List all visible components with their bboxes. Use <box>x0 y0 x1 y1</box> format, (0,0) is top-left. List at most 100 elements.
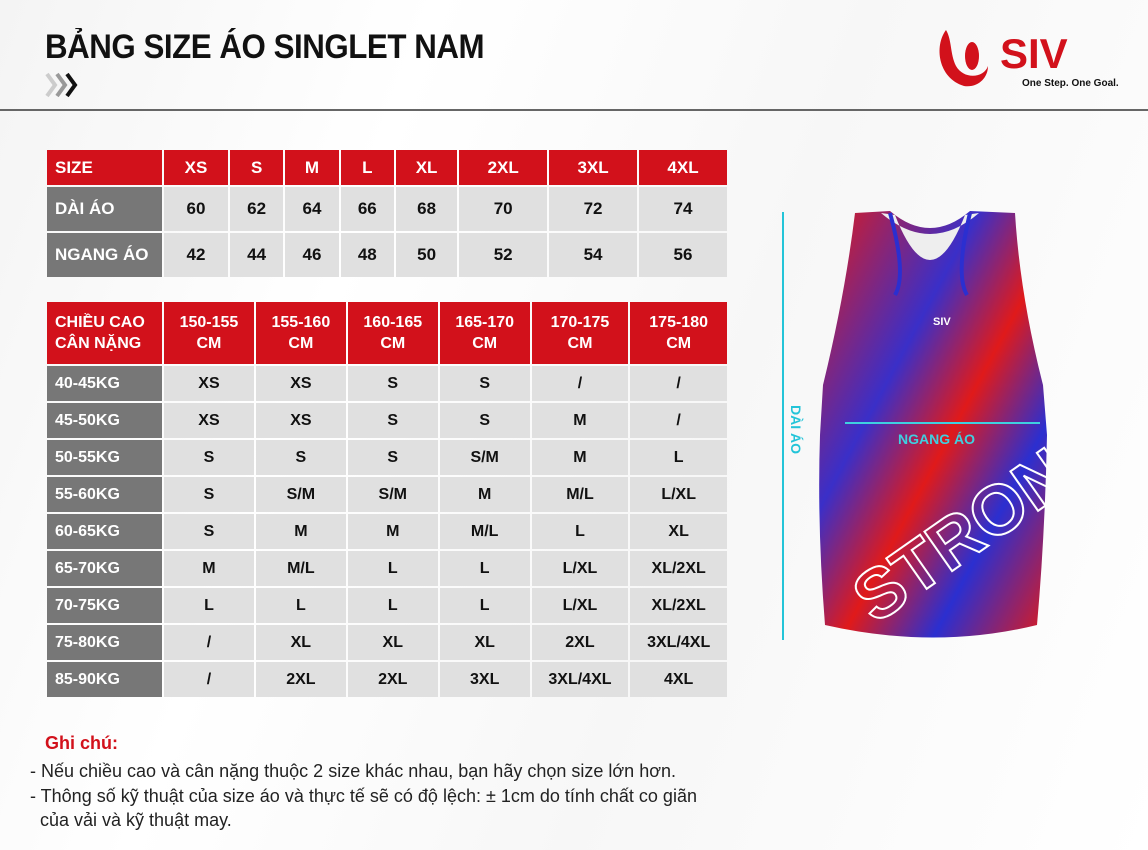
cell: L/XL <box>630 477 727 512</box>
cell: S/M <box>439 440 530 475</box>
weight-header: 55-60KG <box>47 477 162 512</box>
note-line: - Nếu chiều cao và cân nặng thuộc 2 size… <box>30 761 677 781</box>
table-row: 75-80KG / XL XL XL 2XL 3XL/4XL <box>47 625 727 660</box>
cell: S <box>347 366 438 401</box>
cell: 72 <box>549 187 638 231</box>
cell: 50 <box>395 233 458 277</box>
shirt-print: SIV <box>933 316 951 328</box>
cell: 46 <box>285 233 339 277</box>
cell: 4XL <box>630 662 727 697</box>
height-label: CHIỀU CAO <box>55 314 145 331</box>
singlet-image: SIV STRONG <box>819 211 1050 638</box>
table-row: DÀI ÁO 60 62 64 66 68 70 72 74 <box>47 187 727 231</box>
weight-header: 60-65KG <box>47 514 162 549</box>
height-unit: CM <box>666 335 692 352</box>
cell: 62 <box>229 187 284 231</box>
height-header: 150-155 CM <box>164 302 254 364</box>
header-divider <box>0 109 1148 111</box>
cell: M <box>164 551 254 586</box>
row-header: DÀI ÁO <box>47 187 162 231</box>
height-unit: CM <box>196 335 222 352</box>
height-header: 175-180 CM <box>630 302 727 364</box>
cell: XS <box>164 366 254 401</box>
weight-header: 65-70KG <box>47 551 162 586</box>
table-row: 70-75KG L L L L L/XL XL/2XL <box>47 588 727 623</box>
cell: / <box>531 366 629 401</box>
cell: XL/2XL <box>630 551 727 586</box>
cell: 2XL <box>531 625 629 660</box>
height-range: 150-155 <box>179 314 239 331</box>
cell: 3XL/4XL <box>531 662 629 697</box>
table-row: 45-50KG XS XS S S M / <box>47 403 727 438</box>
cell: M/L <box>255 551 346 586</box>
height-range: 175-180 <box>649 314 708 331</box>
chevrons-icon <box>45 72 78 98</box>
weight-header: 75-80KG <box>47 625 162 660</box>
cell: L <box>164 588 254 623</box>
cell: M <box>439 477 530 512</box>
cell: XL <box>630 514 727 549</box>
cell: S/M <box>255 477 346 512</box>
height-unit: CM <box>567 335 593 352</box>
table-row: 40-45KG XS XS S S / / <box>47 366 727 401</box>
height-header: 160-165 CM <box>347 302 438 364</box>
header-cell: M <box>285 150 339 185</box>
header-cell: 4XL <box>639 150 727 185</box>
cell: 52 <box>459 233 548 277</box>
svg-text:SIV: SIV <box>1000 30 1068 77</box>
cell: S/M <box>347 477 438 512</box>
cell: 2XL <box>255 662 346 697</box>
height-unit: CM <box>380 335 406 352</box>
cell: S <box>255 440 346 475</box>
header-cell: 2XL <box>459 150 548 185</box>
header-cell: XS <box>164 150 228 185</box>
table-header-row: SIZE XS S M L XL 2XL 3XL 4XL <box>47 150 727 185</box>
cell: 3XL <box>439 662 530 697</box>
cell: S <box>164 477 254 512</box>
cell: L <box>347 551 438 586</box>
cell: 74 <box>639 187 727 231</box>
weight-label: CÂN NẶNG <box>55 335 142 352</box>
length-label: DÀI ÁO <box>788 405 804 454</box>
cell: 48 <box>340 233 394 277</box>
height-range: 170-175 <box>550 314 610 331</box>
cell: S <box>164 514 254 549</box>
row-header: NGANG ÁO <box>47 233 162 277</box>
note-line: của vải và kỹ thuật may. <box>30 810 232 830</box>
table-row: 50-55KG S S S S/M M L <box>47 440 727 475</box>
weight-header: 85-90KG <box>47 662 162 697</box>
cell: L <box>439 588 530 623</box>
cell: 44 <box>229 233 284 277</box>
cell: L <box>439 551 530 586</box>
cell: 66 <box>340 187 394 231</box>
cell: L <box>347 588 438 623</box>
height-range: 165-170 <box>455 314 515 331</box>
cell: L <box>255 588 346 623</box>
size-measurement-table: SIZE XS S M L XL 2XL 3XL 4XL DÀI ÁO 60 62 6… <box>45 148 729 279</box>
cell: L/XL <box>531 551 629 586</box>
width-label: NGANG ÁO <box>898 431 975 447</box>
cell: 60 <box>164 187 228 231</box>
cell: XL/2XL <box>630 588 727 623</box>
cell: 54 <box>549 233 638 277</box>
cell: L/XL <box>531 588 629 623</box>
cell: M/L <box>531 477 629 512</box>
height-header: 155-160 CM <box>255 302 346 364</box>
header-cell: 3XL <box>549 150 638 185</box>
cell: M <box>531 403 629 438</box>
table-row: 55-60KG S S/M S/M M M/L L/XL <box>47 477 727 512</box>
cell: L <box>630 440 727 475</box>
cell: S <box>164 440 254 475</box>
cell: 56 <box>639 233 727 277</box>
table-header-row: CHIỀU CAO CÂN NẶNG 150-155 CM 155-160 CM 160-… <box>47 302 727 364</box>
weight-header: 70-75KG <box>47 588 162 623</box>
height-range: 155-160 <box>271 314 331 331</box>
weight-header: 50-55KG <box>47 440 162 475</box>
cell: 3XL/4XL <box>630 625 727 660</box>
length-arrow <box>782 212 784 640</box>
weight-header: 40-45KG <box>47 366 162 401</box>
cell: 2XL <box>347 662 438 697</box>
cell: S <box>347 403 438 438</box>
cell: 68 <box>395 187 458 231</box>
note-line: - Thông số kỹ thuật của size áo và thực … <box>30 786 697 806</box>
